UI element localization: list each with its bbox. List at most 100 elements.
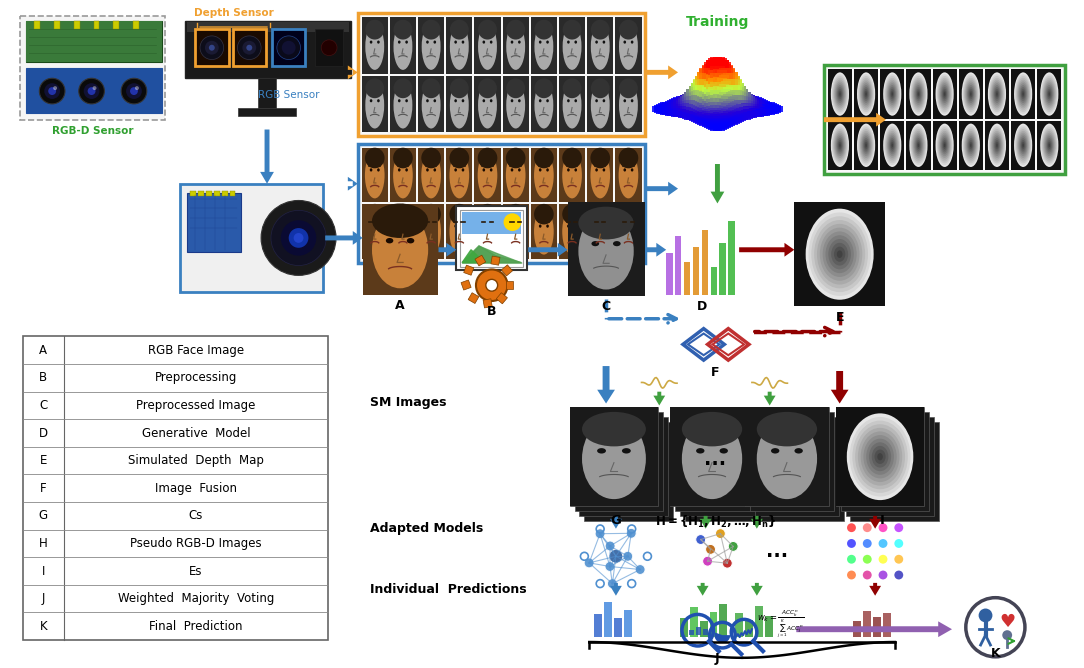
Bar	[730, 92, 739, 98]
Bar	[695, 78, 705, 85]
Ellipse shape	[603, 168, 605, 172]
Ellipse shape	[968, 89, 973, 100]
Bar	[717, 108, 726, 115]
Text: A: A	[396, 299, 405, 312]
Bar	[708, 89, 718, 96]
Bar	[753, 108, 764, 115]
Bar	[693, 90, 702, 97]
Ellipse shape	[1016, 76, 1031, 112]
Circle shape	[894, 539, 903, 548]
Bar	[725, 72, 735, 79]
Ellipse shape	[992, 133, 1003, 158]
Ellipse shape	[619, 208, 638, 255]
Ellipse shape	[591, 204, 610, 224]
Bar	[696, 627, 700, 635]
Bar	[660, 104, 670, 111]
Ellipse shape	[534, 148, 554, 168]
Ellipse shape	[834, 129, 847, 162]
Bar	[616, 148, 642, 202]
Bar	[730, 111, 739, 118]
Bar	[985, 121, 1009, 170]
Circle shape	[847, 555, 856, 564]
Text: ...: ...	[765, 542, 788, 561]
Bar	[704, 89, 713, 96]
Bar	[362, 75, 388, 132]
Bar	[721, 62, 731, 69]
Ellipse shape	[861, 432, 900, 482]
Circle shape	[584, 558, 594, 568]
Bar	[727, 72, 737, 79]
Bar	[686, 104, 696, 110]
Bar	[604, 602, 612, 637]
Ellipse shape	[889, 87, 895, 102]
Bar	[828, 121, 852, 170]
Ellipse shape	[826, 235, 854, 273]
Bar	[738, 90, 748, 97]
Bar	[704, 90, 713, 97]
Bar	[697, 80, 707, 87]
Bar	[704, 81, 713, 88]
Bar	[747, 109, 757, 116]
Ellipse shape	[890, 89, 894, 100]
Bar	[675, 100, 685, 107]
Bar	[738, 108, 748, 114]
Bar	[680, 96, 689, 102]
Ellipse shape	[962, 72, 980, 116]
Circle shape	[702, 556, 712, 566]
Circle shape	[894, 570, 903, 579]
Bar	[704, 63, 713, 70]
Bar	[717, 90, 726, 96]
Ellipse shape	[995, 142, 998, 149]
Ellipse shape	[939, 131, 951, 160]
Bar	[710, 77, 720, 84]
Bar	[475, 17, 501, 74]
Ellipse shape	[963, 126, 979, 165]
Bar	[719, 63, 728, 69]
Ellipse shape	[422, 82, 440, 128]
Bar	[721, 67, 731, 73]
Bar	[684, 93, 694, 100]
Circle shape	[595, 529, 605, 538]
Bar	[654, 106, 663, 113]
Bar	[727, 80, 737, 87]
Bar	[708, 69, 718, 75]
Ellipse shape	[539, 99, 542, 102]
Bar	[706, 60, 715, 67]
Bar	[684, 94, 694, 101]
Bar	[719, 120, 728, 127]
Ellipse shape	[1021, 140, 1025, 151]
Bar	[736, 92, 746, 100]
Bar	[675, 106, 685, 113]
Bar	[680, 104, 689, 111]
Bar	[730, 76, 739, 83]
Bar	[758, 101, 769, 108]
Text: G: G	[39, 510, 48, 522]
Ellipse shape	[968, 87, 973, 102]
Bar	[697, 85, 707, 92]
Bar	[697, 91, 707, 98]
Bar	[745, 106, 754, 114]
Bar	[667, 100, 676, 107]
Bar	[701, 81, 711, 88]
Bar	[662, 106, 672, 112]
Ellipse shape	[478, 82, 496, 128]
Bar	[732, 116, 741, 123]
Bar	[684, 100, 694, 107]
Bar	[743, 94, 752, 101]
Ellipse shape	[864, 435, 896, 478]
Ellipse shape	[534, 78, 553, 98]
Bar	[699, 110, 709, 117]
Bar	[717, 87, 726, 94]
Text: J: J	[715, 652, 720, 665]
Bar	[736, 92, 746, 100]
Ellipse shape	[965, 79, 977, 108]
Ellipse shape	[372, 211, 428, 289]
Bar	[734, 83, 744, 90]
Bar	[756, 102, 766, 109]
Bar	[675, 111, 685, 118]
Bar	[932, 69, 957, 119]
Circle shape	[847, 523, 856, 532]
Bar	[697, 92, 707, 98]
Bar	[588, 75, 614, 132]
Ellipse shape	[506, 78, 525, 98]
